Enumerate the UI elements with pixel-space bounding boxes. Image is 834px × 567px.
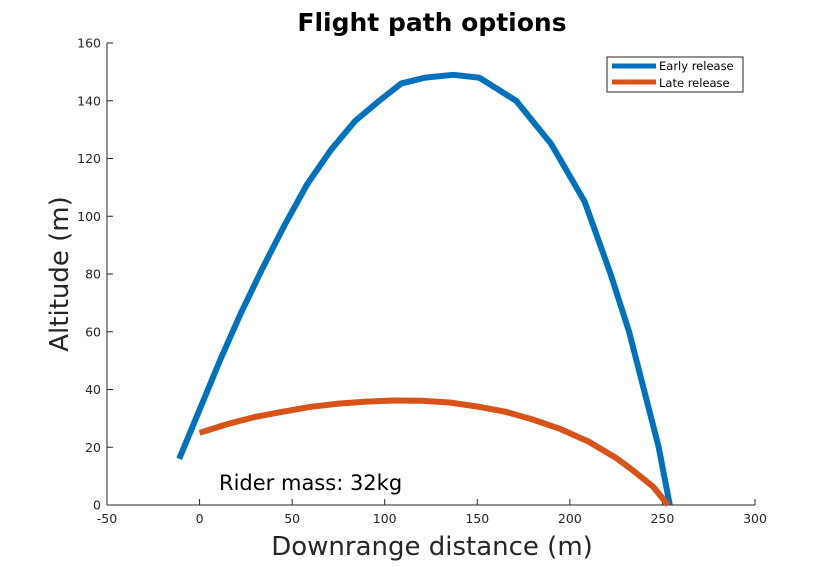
y-tick-label: 140 [77, 93, 101, 108]
legend-label-late-release: Late release [659, 76, 730, 90]
y-tick-label: 0 [93, 498, 101, 513]
rider-mass-annotation: Rider mass: 32kg [219, 471, 402, 495]
x-tick-label: 300 [743, 511, 767, 526]
y-axis-label: Altitude (m) [45, 196, 75, 351]
x-tick-label: 100 [373, 511, 397, 526]
series-layer [176, 71, 673, 507]
x-tick-label: -50 [97, 511, 117, 526]
x-tick-label: 0 [196, 511, 204, 526]
y-tick-label: 60 [85, 324, 101, 339]
x-tick-label: 250 [650, 511, 674, 526]
x-tick-label: 50 [284, 511, 300, 526]
x-tick-label: 200 [558, 511, 582, 526]
chart-title: Flight path options [297, 8, 566, 37]
tick-marks: -50 0 50 100 150 200 250 3000204060801001201401… [77, 36, 767, 527]
series-line-early-release [176, 71, 673, 506]
y-tick-label: 20 [85, 440, 101, 455]
y-tick-label: 100 [77, 209, 101, 224]
legend-box [606, 56, 744, 93]
x-axis-label: Downrange distance (m) [271, 532, 593, 562]
y-tick-label: 120 [77, 151, 101, 166]
series-line-late-release [198, 397, 671, 507]
legend-label-early-release: Early release [659, 59, 734, 73]
y-tick-label: 80 [85, 267, 101, 282]
x-tick-label: 150 [465, 511, 489, 526]
y-tick-label: 40 [85, 382, 101, 397]
y-tick-label: 160 [77, 36, 101, 51]
legend: Early release Late release [606, 56, 744, 93]
